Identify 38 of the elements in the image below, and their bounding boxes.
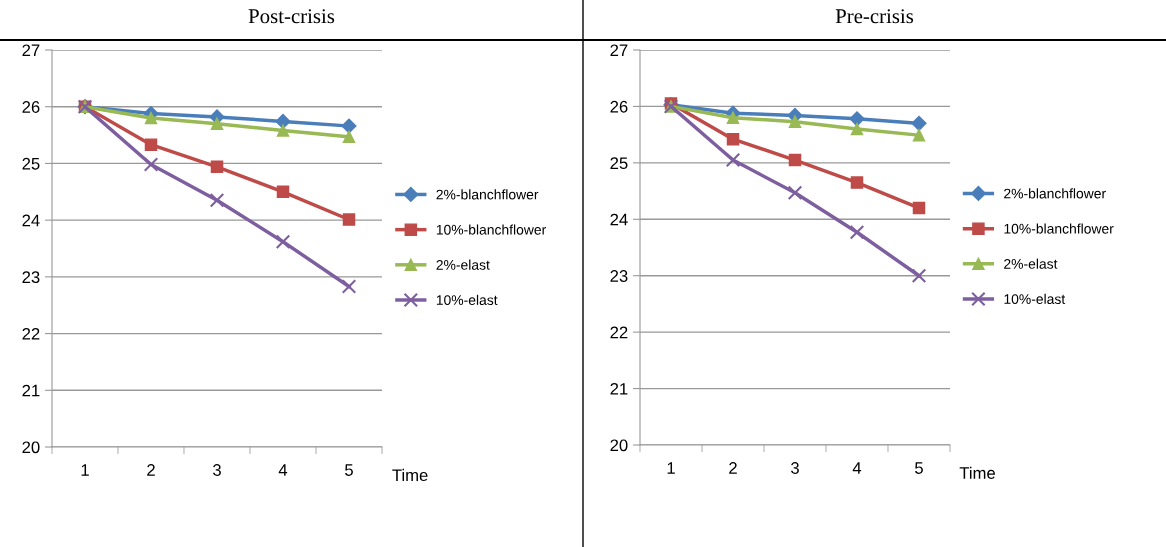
legend-label: 10%-blanchflower [1004, 223, 1114, 234]
x-tick-label: 2 [147, 464, 155, 476]
x-tick-label: 2 [729, 462, 737, 474]
y-tick-label: 20 [610, 439, 628, 452]
y-tick-label: 25 [610, 157, 628, 170]
y-tick-label: 27 [22, 44, 40, 57]
y-tick-label: 25 [22, 157, 40, 170]
y-tick-label: 27 [610, 44, 628, 57]
x-axis-title: Time [959, 466, 995, 479]
legend-label: 10%-elast [1004, 293, 1066, 304]
legend-label: 2%-elast [1004, 258, 1058, 269]
x-tick-label: 4 [852, 462, 862, 474]
x-axis-title: Time [392, 468, 428, 482]
legend-label: 2%-blanchflower [436, 189, 539, 200]
x-tick-label: 4 [278, 464, 288, 476]
legend-label: 10%-blanchflower [436, 224, 546, 235]
chart-title: Pre-crisis [835, 9, 914, 24]
x-tick-label: 3 [791, 462, 799, 474]
legend-label: 10%-elast [436, 294, 498, 305]
chart-title: Post-crisis [248, 9, 335, 24]
legend-label: 2%-elast [436, 259, 490, 270]
y-tick-label: 23 [22, 271, 40, 284]
y-tick-label: 26 [610, 100, 628, 113]
y-tick-label: 24 [22, 214, 40, 227]
y-tick-label: 26 [22, 101, 40, 113]
y-tick-label: 24 [610, 213, 628, 226]
x-tick-label: 5 [345, 464, 353, 476]
y-tick-label: 21 [22, 384, 40, 397]
y-tick-label: 21 [610, 382, 628, 395]
y-tick-label: 20 [22, 441, 40, 454]
x-tick-label: 3 [213, 464, 221, 476]
x-tick-label: 5 [915, 462, 923, 474]
legend-label: 2%-blanchflower [1004, 188, 1106, 199]
x-tick-label: 1 [81, 464, 89, 476]
y-tick-label: 22 [610, 326, 628, 339]
y-tick-label: 23 [610, 270, 628, 282]
x-tick-label: 1 [667, 462, 675, 474]
y-tick-label: 22 [22, 327, 40, 340]
